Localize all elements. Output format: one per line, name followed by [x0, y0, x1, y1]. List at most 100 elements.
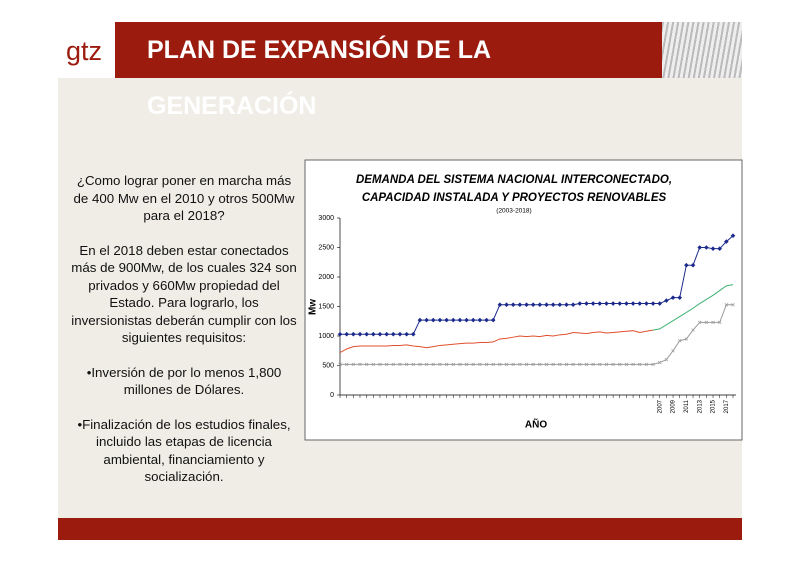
data-point: [610, 301, 616, 306]
data-point: [538, 362, 542, 367]
y-tick-label: 1000: [318, 333, 334, 340]
data-point: [398, 362, 402, 367]
data-point: [664, 298, 669, 303]
data-point: [624, 301, 629, 306]
data-point: [570, 302, 576, 308]
data-point: [484, 317, 489, 323]
data-point: [557, 302, 563, 308]
data-point: [437, 317, 443, 323]
data-point: [510, 302, 516, 308]
data-point: [384, 362, 389, 367]
data-point: [577, 301, 583, 306]
data-point: [351, 362, 356, 367]
y-tick-label: 2500: [318, 244, 334, 251]
data-point: [371, 331, 376, 337]
data-point: [697, 245, 702, 250]
data-point: [717, 246, 722, 251]
data-point: [498, 362, 502, 367]
data-point: [584, 301, 589, 306]
data-point: [384, 331, 389, 337]
data-point: [404, 331, 409, 337]
x-axis-label: AÑO: [525, 418, 547, 431]
data-point: [544, 302, 549, 308]
data-point: [730, 233, 736, 238]
data-point: [604, 301, 609, 306]
data-point: [591, 362, 595, 367]
data-point: [637, 301, 643, 306]
data-point: [631, 362, 635, 367]
data-point: [378, 362, 382, 367]
data-point: [637, 362, 642, 367]
y-tick-label: 1500: [318, 303, 334, 310]
data-point: [717, 320, 722, 325]
data-point: [617, 301, 623, 306]
data-point: [530, 302, 536, 308]
data-point: [511, 362, 515, 367]
data-point: [671, 349, 675, 353]
data-point: [584, 362, 589, 367]
x-tick-label: 2017: [724, 399, 730, 413]
paragraph: ¿Como lograr poner en marcha más de 400 …: [73, 173, 295, 223]
data-point: [664, 357, 669, 362]
y-axis-label: Mw: [308, 299, 319, 315]
data-point: [404, 362, 409, 367]
chart-subtitle: (2003-2018): [496, 208, 531, 215]
data-point: [458, 362, 462, 367]
data-point: [504, 302, 509, 308]
data-point: [630, 301, 636, 306]
data-point: [504, 362, 509, 367]
data-point: [690, 262, 696, 268]
data-point: [590, 301, 596, 306]
data-point: [438, 362, 442, 367]
data-point: [624, 362, 629, 367]
data-point: [650, 301, 656, 306]
paragraph: En el 2018 deben estar conectados más de…: [71, 242, 297, 346]
header-title: PLAN DE EXPANSIÓN DE LA GENERACIÓN: [115, 22, 662, 120]
data-point: [464, 362, 469, 367]
data-point: [550, 302, 556, 308]
data-point: [597, 301, 603, 306]
data-point: [491, 362, 495, 367]
data-point: [417, 317, 423, 323]
data-point: [424, 317, 429, 323]
data-point: [558, 362, 562, 367]
x-tick-label: 2011: [684, 399, 690, 413]
data-point: [604, 362, 609, 367]
data-point: [598, 362, 602, 367]
chart-title: CAPACIDAD INSTALADA Y PROYECTOS RENOVABL…: [362, 192, 667, 204]
footer-bar: [58, 518, 742, 540]
data-point: [677, 295, 683, 300]
data-point: [710, 246, 716, 251]
paragraph: •Finalización de los estudios finales, i…: [77, 416, 291, 485]
data-point: [344, 362, 349, 367]
data-point: [657, 360, 662, 365]
chart-title: DEMANDA DEL SISTEMA NACIONAL INTERCONECT…: [356, 174, 672, 186]
data-point: [711, 320, 715, 325]
data-point: [477, 317, 483, 323]
data-point: [364, 362, 369, 367]
data-point: [704, 245, 709, 250]
data-point: [371, 362, 376, 367]
paragraph: •Inversión de por lo menos 1,800 millone…: [86, 364, 282, 398]
data-point: [397, 331, 403, 337]
x-tick-label: 2013: [697, 399, 703, 413]
data-point: [644, 301, 649, 306]
data-point: [411, 362, 416, 367]
data-point: [684, 262, 689, 268]
data-point: [531, 362, 535, 367]
data-point: [537, 302, 543, 308]
chart-frame: [304, 159, 743, 441]
data-point: [410, 331, 416, 337]
data-point: [564, 302, 569, 308]
data-point: [684, 337, 689, 341]
x-tick-label: 2009: [671, 399, 677, 413]
data-point: [611, 362, 615, 367]
data-point: [691, 328, 695, 332]
logo: gtz: [66, 36, 103, 66]
data-point: [391, 362, 396, 367]
data-point: [478, 362, 482, 367]
y-tick-label: 2000: [318, 274, 334, 281]
data-point: [704, 320, 709, 325]
data-point: [357, 331, 363, 337]
